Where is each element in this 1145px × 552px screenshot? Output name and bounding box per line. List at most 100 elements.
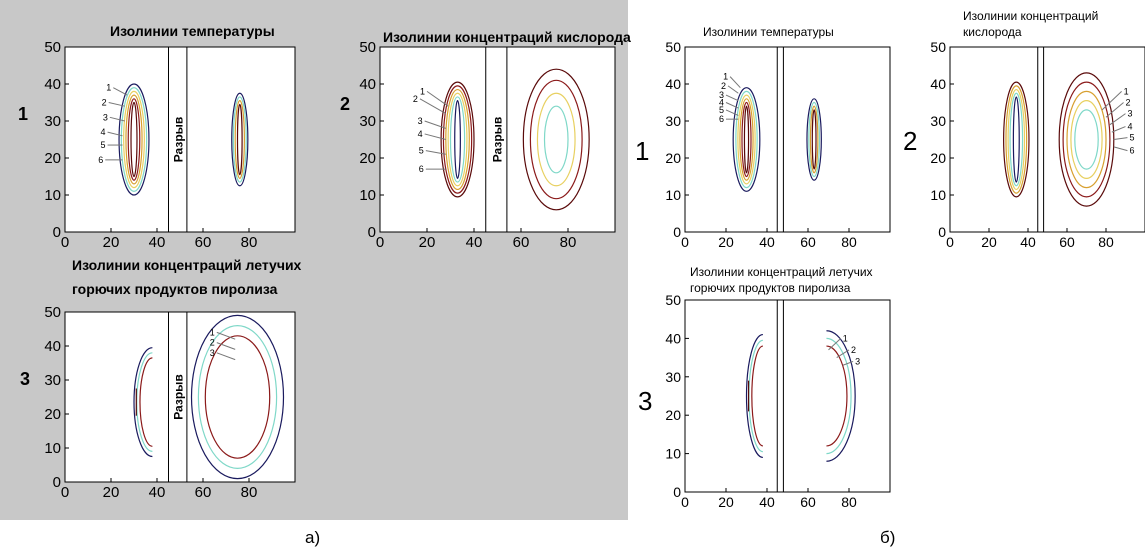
- contour-line: [118, 83, 150, 196]
- x-tick-label: 20: [718, 494, 734, 510]
- plot-area: [64, 46, 296, 233]
- leader-line: [836, 349, 850, 359]
- x-tick-label: 20: [103, 484, 120, 501]
- leader-line: [725, 102, 739, 109]
- leader-line: [425, 150, 446, 155]
- x-tick-label: 0: [681, 494, 689, 510]
- contour-line: [1012, 96, 1020, 183]
- plot-area: [949, 46, 1145, 233]
- x-tick-label: 60: [800, 234, 816, 250]
- x-tick-label: 80: [841, 234, 857, 250]
- x-tick-label: 0: [61, 234, 69, 251]
- contour-line: [743, 105, 750, 174]
- contour-line: [1003, 81, 1030, 198]
- level-label: 3: [103, 112, 108, 122]
- y-tick-label: 30: [359, 113, 376, 130]
- level-label: 4: [1128, 122, 1133, 132]
- x-tick-label: 20: [103, 234, 120, 251]
- level-label: 6: [419, 164, 424, 174]
- contour-line: [826, 337, 852, 455]
- contour-line: [522, 68, 590, 211]
- contour-line: [442, 85, 473, 194]
- y-tick-label: 10: [44, 187, 61, 204]
- leader-line: [107, 131, 123, 137]
- x-tick-label: 80: [241, 484, 258, 501]
- leader-line: [1113, 146, 1128, 152]
- y-tick-label: 10: [44, 440, 61, 457]
- y-tick-label: 50: [930, 39, 946, 55]
- row-label: 2: [903, 126, 917, 156]
- contour-line: [751, 345, 764, 447]
- leader-line: [1113, 137, 1128, 140]
- contour-line: [1070, 100, 1103, 179]
- leader-line: [1111, 126, 1126, 133]
- contour-layer: [745, 330, 856, 462]
- contour-line: [440, 81, 475, 198]
- contour-line: [1058, 72, 1115, 207]
- x-tick-label: 0: [61, 484, 69, 501]
- level-label: 6: [98, 155, 103, 165]
- y-tick-label: 30: [44, 372, 61, 389]
- y-tick-label: 20: [930, 150, 946, 166]
- level-label: 3: [210, 348, 215, 358]
- x-tick-label: 80: [560, 234, 577, 251]
- contour-line: [732, 87, 761, 192]
- level-label: 5: [1129, 133, 1134, 143]
- y-tick-label: 50: [44, 39, 61, 56]
- y-tick-label: 30: [44, 113, 61, 130]
- leader-line: [1109, 113, 1126, 126]
- gap-label: Разрыв: [490, 117, 504, 163]
- chart-title-line: Изолинии концентраций летучих: [72, 257, 302, 273]
- leader-line: [729, 76, 741, 89]
- leader-line: [113, 87, 128, 96]
- leader-line: [108, 102, 125, 107]
- y-tick-label: 30: [930, 113, 946, 129]
- leader-line: [727, 85, 739, 94]
- level-label: 3: [1128, 109, 1133, 119]
- contour-line: [735, 90, 758, 189]
- chart-title-line: горючих продуктов пиролиза: [690, 281, 851, 295]
- contour-line: [449, 96, 466, 183]
- contour-line: [806, 98, 822, 181]
- row-label: 2: [340, 94, 350, 114]
- y-tick-label: 20: [44, 406, 61, 423]
- x-tick-label: 80: [241, 234, 258, 251]
- row-label: 1: [635, 136, 649, 166]
- contour-line: [454, 100, 461, 179]
- level-label: 2: [210, 338, 215, 348]
- level-label: 2: [721, 81, 726, 91]
- level-label: 5: [719, 105, 724, 115]
- contour-line: [745, 333, 763, 459]
- x-tick-label: 20: [981, 234, 997, 250]
- leader-line: [109, 116, 125, 122]
- x-tick-label: 80: [841, 494, 857, 510]
- y-tick-label: 0: [673, 224, 681, 240]
- contour-line: [826, 345, 848, 447]
- x-tick-label: 60: [513, 234, 530, 251]
- x-tick-label: 60: [800, 494, 816, 510]
- leader-line: [1105, 102, 1124, 118]
- contour-line: [1005, 85, 1028, 194]
- level-label: 2: [851, 345, 856, 355]
- level-label: 5: [419, 146, 424, 156]
- plot-area: [684, 299, 891, 493]
- y-tick-label: 50: [359, 39, 376, 56]
- chart-title-line: горючих продуктов пиролиза: [72, 281, 278, 297]
- chart-title-line: Изолинии концентраций летучих: [690, 265, 873, 279]
- y-tick-label: 10: [359, 187, 376, 204]
- contour-line: [236, 103, 243, 176]
- leader-line: [216, 342, 236, 350]
- contour-layer: [732, 87, 822, 192]
- contour-line: [536, 92, 576, 187]
- level-label: 1: [420, 86, 425, 96]
- contour-line: [1062, 81, 1111, 198]
- chart-title-line: кислорода: [963, 25, 1022, 39]
- leader-line: [426, 90, 449, 107]
- contour-line: [1007, 88, 1026, 191]
- y-tick-label: 40: [44, 76, 61, 93]
